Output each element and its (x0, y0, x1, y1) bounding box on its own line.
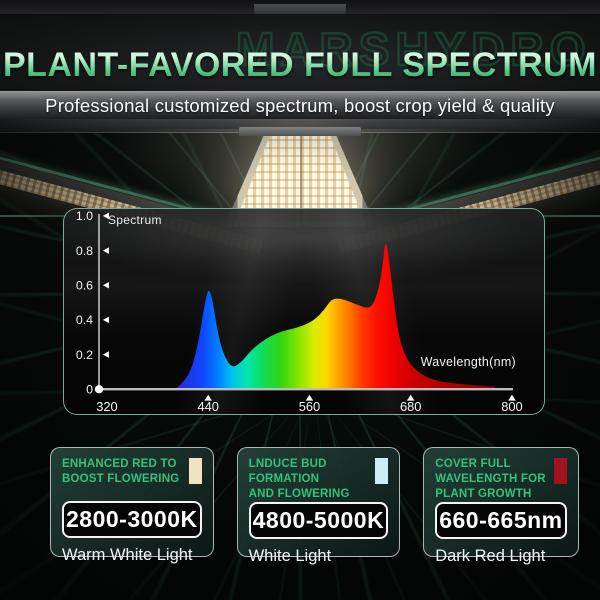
color-swatch-white (375, 458, 389, 484)
card-warm-white-light: ENHANCED RED TO BOOST FLOWERING 2800-300… (50, 447, 214, 564)
spectrum-chart-panel: 0 0.2 0.4 0.6 0.8 1.0 320 440 560 680 800 Spectrum… (63, 208, 545, 415)
svg-text:0.8: 0.8 (76, 244, 93, 258)
color-swatch-dark-red (553, 458, 567, 484)
page-title: PLANT-FAVORED FULL SPECTRUM (0, 46, 600, 85)
svg-text:0.2: 0.2 (76, 348, 93, 362)
chart-x-axis-label: Wavelength(nm) (420, 355, 516, 369)
card-heading: COVER FULL WAVELENGTH FOR PLANT GROWTH (435, 458, 546, 500)
svg-text:800: 800 (501, 399, 522, 414)
light-type-label: Warm White Light (62, 546, 193, 564)
info-cards-row: ENHANCED RED TO BOOST FLOWERING 2800-300… (0, 447, 600, 565)
svg-text:0.6: 0.6 (76, 279, 93, 293)
color-swatch-warm-white (188, 458, 202, 484)
svg-text:320: 320 (96, 399, 117, 414)
card-heading: LNDUCE BUD FORMATION AND FLOWERING (248, 458, 350, 500)
light-hanger-bracket (254, 4, 346, 14)
brand-watermark: MARSHYDRO (235, 22, 592, 77)
svg-text:0: 0 (86, 383, 93, 397)
svg-text:1.0: 1.0 (76, 209, 93, 223)
card-dark-red-light: COVER FULL WAVELENGTH FOR PLANT GROWTH 6… (423, 447, 579, 565)
page-subtitle: Professional customized spectrum, boost … (45, 94, 555, 116)
card-heading: ENHANCED RED TO BOOST FLOWERING (62, 458, 180, 485)
card-white-light: LNDUCE BUD FORMATION AND FLOWERING 4800-… (236, 447, 401, 565)
top-hanger-strip (0, 0, 600, 14)
color-temperature-value: 4800-5000K (248, 501, 389, 539)
divider-line (0, 91, 600, 92)
light-type-label: Dark Red Light (435, 546, 546, 565)
title-band: MARSHYDRO PLANT-FAVORED FULL SPECTRUM (0, 14, 600, 91)
wavelength-value: 660-665nm (435, 501, 567, 539)
subtitle-band: Professional customized spectrum, boost … (0, 92, 600, 119)
color-temperature-value: 2800-3000K (62, 501, 202, 538)
svg-text:680: 680 (400, 399, 421, 414)
svg-text:440: 440 (197, 399, 218, 414)
svg-text:560: 560 (299, 399, 320, 414)
chart-title: Spectrum (108, 213, 162, 227)
light-type-label: White Light (248, 546, 332, 565)
spectrum-chart: 0 0.2 0.4 0.6 0.8 1.0 320 440 560 680 800 (76, 209, 523, 414)
svg-text:0.4: 0.4 (76, 313, 93, 327)
